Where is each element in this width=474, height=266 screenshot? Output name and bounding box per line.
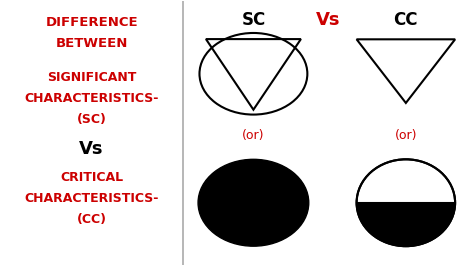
Text: BETWEEN: BETWEEN xyxy=(55,37,128,50)
Text: CHARACTERISTICS-: CHARACTERISTICS- xyxy=(24,192,159,205)
Ellipse shape xyxy=(356,159,455,246)
Text: Vs: Vs xyxy=(316,11,341,29)
Text: SIGNIFICANT: SIGNIFICANT xyxy=(47,71,137,84)
Text: (or): (or) xyxy=(242,129,264,142)
Ellipse shape xyxy=(198,159,309,246)
Text: SC: SC xyxy=(241,11,265,29)
Polygon shape xyxy=(356,203,455,246)
Text: (or): (or) xyxy=(395,129,417,142)
Text: Vs: Vs xyxy=(79,140,104,158)
Text: CHARACTERISTICS-: CHARACTERISTICS- xyxy=(24,92,159,105)
Text: CC: CC xyxy=(393,11,418,29)
Text: CRITICAL: CRITICAL xyxy=(60,171,123,184)
Text: (SC): (SC) xyxy=(77,113,107,126)
Text: (CC): (CC) xyxy=(77,213,107,226)
Text: DIFFERENCE: DIFFERENCE xyxy=(46,16,138,29)
